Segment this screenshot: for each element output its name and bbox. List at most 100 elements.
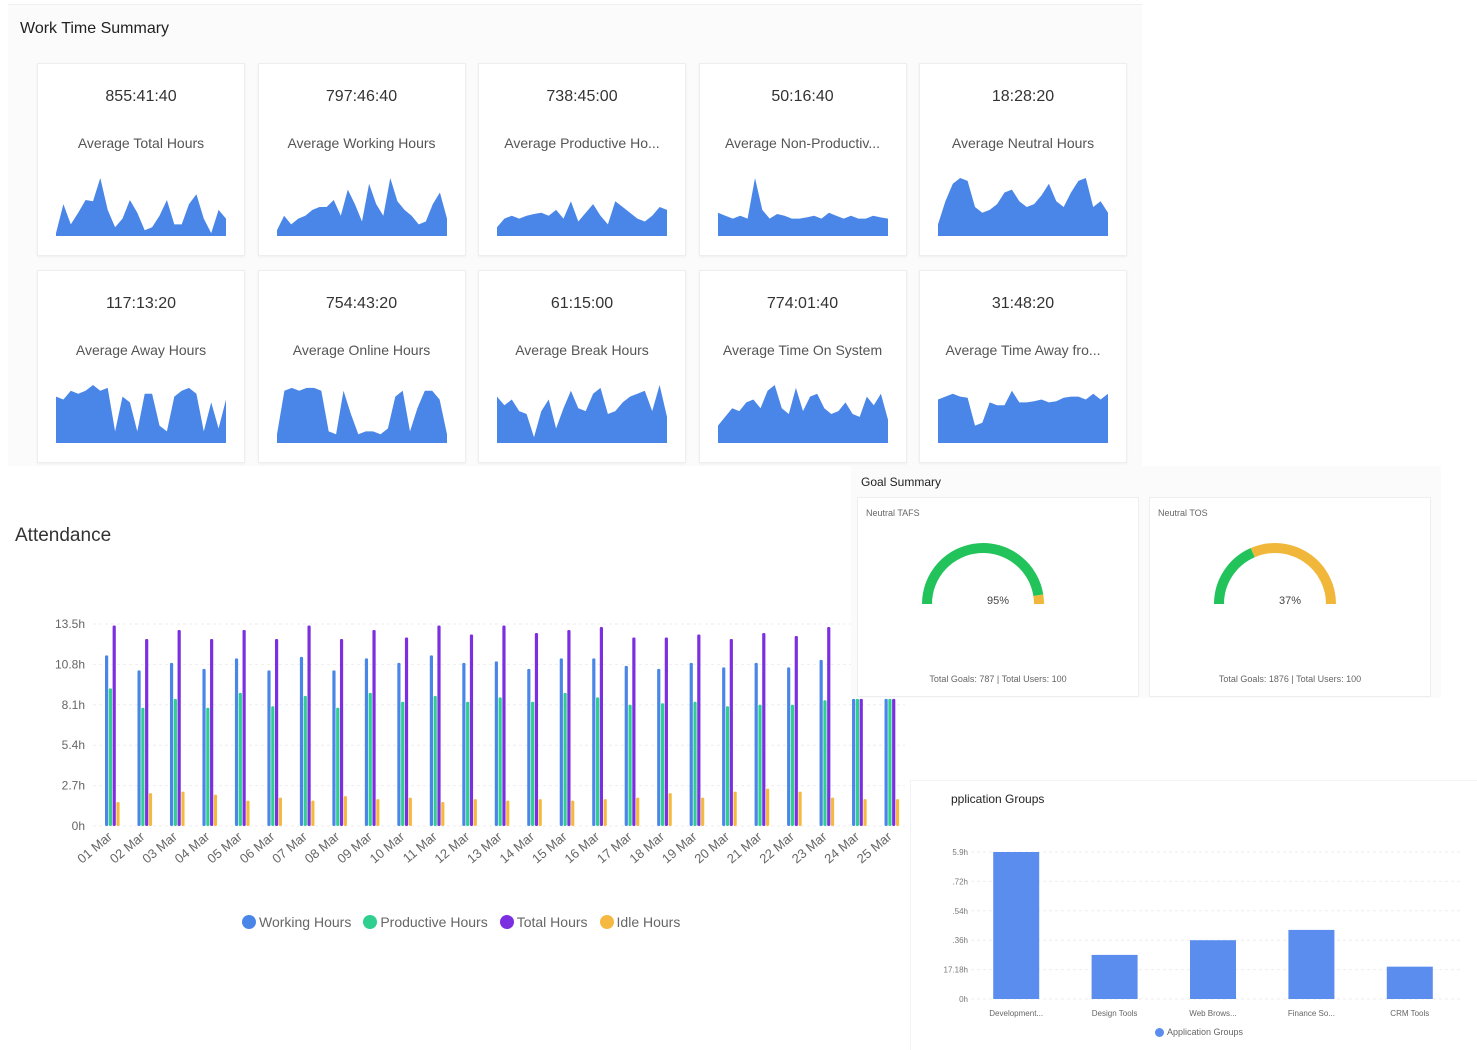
bar-working-hours (657, 668, 661, 826)
bar-total-hours (307, 625, 311, 826)
sparkline-chart (56, 178, 226, 236)
sparkline-area (938, 390, 1108, 443)
bar-total-hours (697, 634, 701, 826)
bar-productive-hours (855, 698, 860, 826)
bar-working-hours (787, 667, 791, 826)
legend-total-dot (499, 915, 514, 929)
summary-card[interactable]: 855:41:40 Average Total Hours (37, 63, 245, 256)
gauge-card-neutral-tafs: Neutral TAFS 95% Total Goals: 787 | Tota… (857, 497, 1139, 697)
bar-idle-hours (213, 794, 218, 826)
legend-productive-label: Productive Hours (380, 914, 488, 930)
card-value: 797:46:40 (325, 88, 398, 105)
card-label: Average Away Hours (75, 342, 207, 358)
bar-idle-hours (148, 793, 153, 826)
bar-productive-hours (141, 707, 145, 826)
application-groups-legend[interactable]: Application Groups (1155, 1027, 1243, 1037)
legend-idle-label: Idle Hours (616, 914, 681, 930)
legend-total-hours[interactable]: Total Hours (499, 914, 588, 930)
app-group-bar (993, 852, 1040, 999)
bar-total-hours (632, 637, 636, 826)
bar-productive-hours (888, 698, 892, 826)
card-label: Average Productive Ho... (504, 135, 660, 151)
summary-card[interactable]: 797:46:40 Average Working Hours (257, 63, 466, 256)
gauge-footer: Total Goals: 1876 | Total Users: 100 (1218, 674, 1362, 684)
gauge-arc-achieved (922, 543, 1044, 605)
bar-total-hours (242, 629, 246, 826)
bar-total-hours (469, 634, 474, 826)
summary-card[interactable]: 50:16:40 Average Non-Productiv... (698, 63, 907, 256)
x-tick-label: 21 Mar (724, 828, 765, 866)
sparkline-area (497, 385, 667, 443)
goal-summary-title: Goal Summary (861, 475, 942, 489)
y-tick-label: 0h (959, 995, 968, 1004)
x-tick-label: Development... (989, 1009, 1043, 1018)
bar-total-hours (275, 638, 279, 826)
sparkline-area (276, 387, 447, 443)
x-tick-label: 12 Mar (432, 828, 473, 866)
gauge-arc-remaining (1250, 543, 1336, 605)
gauge-arc-achieved (1214, 548, 1255, 605)
bar-working-hours (722, 667, 726, 826)
attendance-legend: Working Hours Productive Hours Total Hou… (242, 914, 680, 930)
bar-working-hours (234, 658, 239, 826)
bar-idle-hours (636, 797, 640, 826)
bar-productive-hours (563, 692, 567, 826)
bar-productive-hours (823, 700, 827, 826)
legend-working-hours[interactable]: Working Hours (242, 914, 351, 930)
x-tick-label: 04 Mar (172, 828, 213, 866)
bar-productive-hours (596, 697, 600, 826)
sparkline-chart (497, 201, 667, 236)
sparkline-area (56, 385, 226, 443)
bar-working-hours (202, 668, 206, 826)
summary-card[interactable]: 61:15:00 Average Break Hours (478, 270, 686, 463)
bar-working-hours (332, 670, 336, 826)
bar-productive-hours (368, 692, 372, 826)
legend-productive-hours[interactable]: Productive Hours (363, 914, 488, 930)
bar-idle-hours (246, 800, 250, 826)
bar-idle-hours (603, 799, 607, 826)
bar-total-hours (502, 625, 506, 826)
x-tick-label: 22 Mar (756, 828, 797, 866)
y-tick-label: .36h (952, 936, 968, 945)
app-group-bar (1288, 929, 1335, 999)
bar-working-hours (592, 658, 596, 826)
y-tick-label: 8.1h (62, 698, 85, 712)
summary-card[interactable]: 738:45:00 Average Productive Ho... (478, 63, 686, 256)
y-tick-label: 2.7h (62, 779, 85, 793)
bar-productive-hours (206, 707, 210, 826)
summary-card[interactable]: 754:43:20 Average Online Hours (257, 270, 466, 463)
bar-total-hours (567, 629, 571, 826)
sparkline-chart (56, 385, 226, 443)
bar-idle-hours (408, 797, 412, 826)
x-tick-label: 03 Mar (139, 828, 180, 866)
bar-idle-hours (701, 797, 705, 826)
x-tick-label: 13 Mar (464, 828, 505, 866)
bar-idle-hours (441, 802, 445, 826)
sparkline-area (717, 178, 888, 236)
sparkline-chart (717, 385, 888, 443)
work-time-summary-title: Work Time Summary (20, 20, 170, 37)
bar-idle-hours (376, 799, 380, 826)
bar-productive-hours (498, 697, 502, 826)
card-value: 774:01:40 (766, 295, 839, 312)
bar-working-hours (397, 662, 401, 826)
x-tick-label: 05 Mar (204, 828, 245, 866)
legend-idle-hours[interactable]: Idle Hours (599, 914, 681, 930)
bar-idle-hours (668, 793, 672, 826)
card-value: 31:48:20 (991, 295, 1055, 312)
summary-card[interactable]: 31:48:20 Average Time Away fro... (919, 270, 1127, 463)
x-tick-label: 08 Mar (302, 828, 343, 866)
bar-productive-hours (758, 704, 762, 826)
legend-working-label: Working Hours (259, 914, 352, 930)
x-tick-label: 14 Mar (497, 828, 538, 866)
attendance-title: Attendance (15, 525, 112, 546)
summary-card[interactable]: 18:28:20 Average Neutral Hours (919, 63, 1127, 256)
bar-total-hours (437, 625, 441, 826)
x-tick-label: 10 Mar (367, 828, 408, 866)
x-tick-label: 07 Mar (269, 828, 310, 866)
bar-working-hours (429, 655, 433, 826)
summary-card[interactable]: 117:13:20 Average Away Hours (37, 270, 245, 463)
summary-card[interactable]: 774:01:40 Average Time On System (698, 270, 907, 463)
card-value: 754:43:20 (325, 295, 398, 312)
